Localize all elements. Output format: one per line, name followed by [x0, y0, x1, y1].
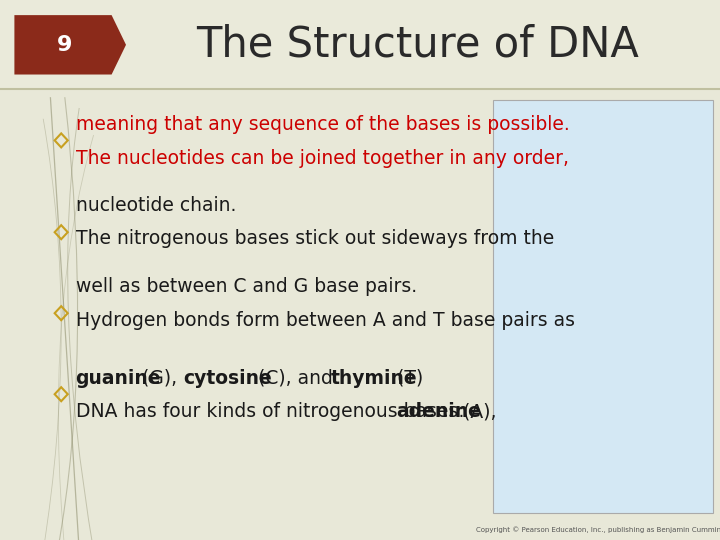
- Text: The Structure of DNA: The Structure of DNA: [196, 24, 639, 66]
- Text: DNA has four kinds of nitrogenous bases:: DNA has four kinds of nitrogenous bases:: [76, 402, 470, 421]
- Text: cytosine: cytosine: [183, 369, 272, 388]
- Text: meaning that any sequence of the bases is possible.: meaning that any sequence of the bases i…: [76, 115, 570, 134]
- Text: The nitrogenous bases stick out sideways from the: The nitrogenous bases stick out sideways…: [76, 230, 554, 248]
- Text: (C), and: (C), and: [252, 369, 339, 388]
- Text: adenine: adenine: [397, 402, 482, 421]
- Text: guanine: guanine: [76, 369, 161, 388]
- Text: The nucleotides can be joined together in any order,: The nucleotides can be joined together i…: [76, 148, 569, 167]
- Text: nucleotide chain.: nucleotide chain.: [76, 196, 236, 215]
- Text: (G),: (G),: [136, 369, 183, 388]
- Text: 9: 9: [57, 35, 73, 55]
- PathPatch shape: [14, 15, 126, 75]
- Text: well as between C and G base pairs.: well as between C and G base pairs.: [76, 277, 417, 296]
- Text: (A),: (A),: [457, 402, 497, 421]
- Text: thymine: thymine: [330, 369, 417, 388]
- Text: Copyright © Pearson Education, Inc., publishing as Benjamin Cummings: Copyright © Pearson Education, Inc., pub…: [477, 526, 720, 533]
- FancyBboxPatch shape: [493, 100, 713, 513]
- FancyBboxPatch shape: [0, 0, 720, 89]
- Text: (T): (T): [391, 369, 423, 388]
- Text: Hydrogen bonds form between A and T base pairs as: Hydrogen bonds form between A and T base…: [76, 310, 575, 329]
